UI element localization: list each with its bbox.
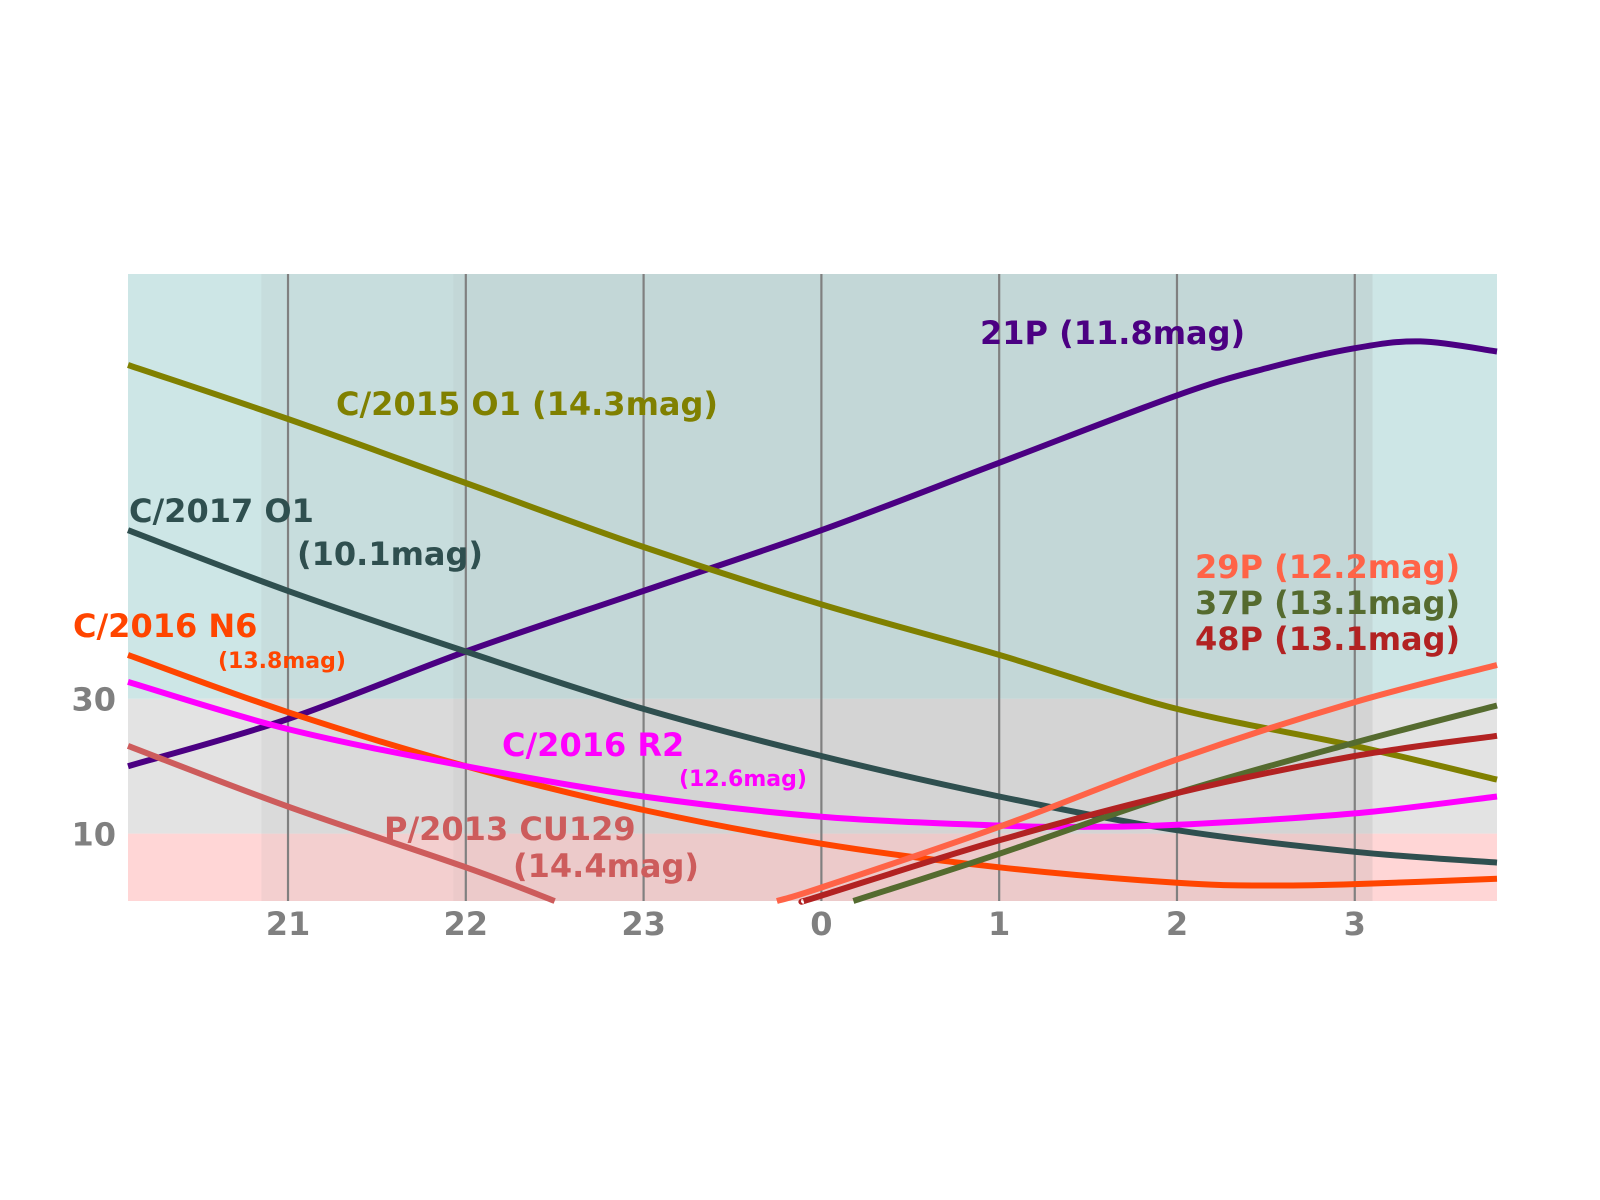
series-line-29p [776, 662, 1498, 904]
label-21p: 21P (11.8mag) [980, 314, 1245, 352]
x-tick-0: 0 [810, 905, 832, 943]
label-48p: 48P (13.1mag) [1195, 620, 1460, 658]
night-shading [261, 274, 1373, 901]
label-37p: 37P (13.1mag) [1195, 584, 1460, 622]
y-tick-30: 30 [71, 681, 116, 719]
label-p2013-cu129-name: P/2013 CU129 [384, 810, 636, 848]
x-tick-3: 3 [1344, 905, 1366, 943]
comet-series [126, 338, 1498, 905]
series-line-48p [798, 732, 1498, 905]
label-c2016-n6-mag: (13.8mag) [218, 649, 346, 674]
label-29p: 29P (12.2mag) [1195, 548, 1460, 586]
hour-gridlines [286, 274, 1356, 901]
series-line-c-2016-r2 [127, 679, 1498, 830]
altitude-band-2 [128, 274, 1497, 699]
series-line-c-2016-n6 [126, 652, 1498, 889]
x-tick-23: 23 [621, 905, 666, 943]
series-line-c-2015-o1 [127, 362, 1498, 783]
label-c2015-o1: C/2015 O1 (14.3mag) [336, 385, 718, 423]
series-line-p-2013-cu129 [126, 743, 556, 904]
label-c2017-o1-mag: (10.1mag) [297, 535, 483, 573]
night-shade-0 [261, 274, 1373, 901]
label-c2016-r2-mag: (12.6mag) [679, 767, 807, 792]
label-p2013-cu129-mag: (14.4mag) [513, 847, 699, 885]
label-c2017-o1-name: C/2017 O1 [129, 492, 314, 530]
x-tick-1: 1 [988, 905, 1010, 943]
y-tick-labels: 10 30 [71, 681, 116, 854]
series-labels: 21P (11.8mag) C/2015 O1 (14.3mag) C/2017… [73, 314, 1460, 885]
series-line-c-2017-o1 [126, 527, 1498, 866]
x-tick-labels: 21 22 23 0 1 2 3 [266, 905, 1366, 943]
series-line-21p [127, 338, 1498, 770]
y-tick-10: 10 [71, 816, 116, 854]
x-tick-21: 21 [266, 905, 311, 943]
label-c2016-r2-name: C/2016 R2 [502, 726, 684, 764]
x-tick-2: 2 [1166, 905, 1188, 943]
x-tick-22: 22 [444, 905, 489, 943]
label-c2016-n6-name: C/2016 N6 [73, 607, 257, 645]
